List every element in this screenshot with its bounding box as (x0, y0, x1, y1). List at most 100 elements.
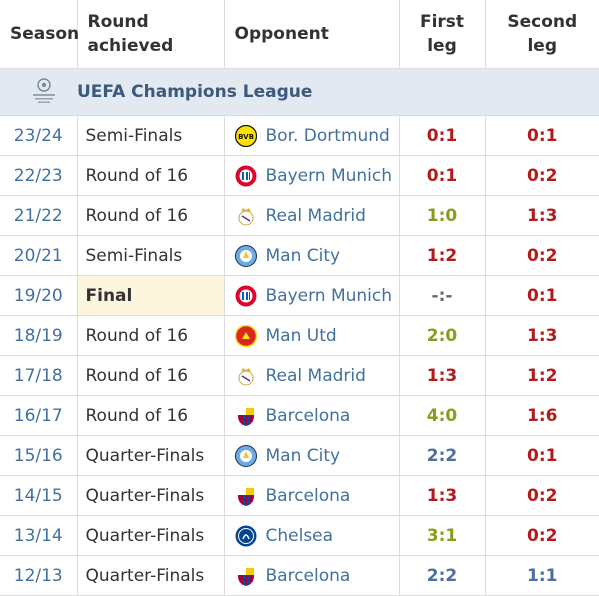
season-cell[interactable]: 13/14 (0, 515, 78, 556)
second-leg-score[interactable]: 0:1 (485, 275, 599, 316)
table-row: 18/19 Round of 16 Man Utd 2:0 1:3 (0, 315, 599, 356)
first-leg-header-line1: First (419, 12, 465, 32)
first-leg-score[interactable]: 2:2 (399, 555, 486, 596)
opponent-cell[interactable]: Chelsea (224, 515, 400, 556)
season-cell[interactable]: 15/16 (0, 435, 78, 476)
opponent-cell[interactable]: Barcelona (224, 475, 400, 516)
second-leg-score[interactable]: 0:2 (485, 475, 599, 516)
round-cell: Round of 16 (77, 315, 225, 356)
table-row: 12/13 Quarter-Finals Barcelona 2:2 1:1 (0, 555, 599, 596)
round-cell: Semi-Finals (77, 235, 225, 276)
opponent-link[interactable]: Bayern Munich (265, 165, 393, 186)
first-leg-score[interactable]: 2:0 (399, 315, 486, 356)
first-leg-score[interactable]: 0:1 (399, 155, 486, 196)
table-row: 14/15 Quarter-Finals Barcelona 1:3 0:2 (0, 475, 599, 516)
season-header-label: Season (10, 24, 80, 44)
opponent-cell[interactable]: BVB Bor. Dortmund (224, 115, 400, 156)
second-leg-score[interactable]: 0:2 (485, 155, 599, 196)
second-leg-score[interactable]: 0:2 (485, 515, 599, 556)
competition-row: UEFA Champions League (0, 68, 599, 116)
second-leg-score[interactable]: 1:3 (485, 195, 599, 236)
opponent-cell[interactable]: Barcelona (224, 555, 400, 596)
season-cell[interactable]: 12/13 (0, 555, 78, 596)
round-cell: Quarter-Finals (77, 435, 225, 476)
second-leg-score[interactable]: 0:1 (485, 115, 599, 156)
season-cell[interactable]: 17/18 (0, 355, 78, 396)
opponent-link[interactable]: Barcelona (265, 565, 351, 586)
table-row: 21/22 Round of 16 Real Madrid 1:0 1:3 (0, 195, 599, 236)
opponent-link[interactable]: Bayern Munich (265, 285, 393, 306)
man-city-crest-icon (234, 244, 257, 267)
dortmund-crest-icon: BVB (234, 124, 257, 147)
first-leg-score[interactable]: 1:2 (399, 235, 486, 276)
bayern-crest-icon (235, 285, 257, 307)
opponent-link[interactable]: Chelsea (265, 525, 334, 546)
season-cell[interactable]: 18/19 (0, 315, 78, 356)
opponent-link[interactable]: Real Madrid (265, 205, 366, 226)
opponent-link[interactable]: Bor. Dortmund (265, 125, 390, 146)
round-cell: Round of 16 (77, 195, 225, 236)
season-cell[interactable]: 21/22 (0, 195, 78, 236)
real-madrid-crest-icon (235, 205, 257, 227)
second-leg-score[interactable]: 1:2 (485, 355, 599, 396)
opponent-cell[interactable]: Bayern Munich (224, 155, 400, 196)
table-row: 19/20 Final Bayern Munich -:- 0:1 (0, 275, 599, 316)
table-row: 23/24 Semi-Finals BVB Bor. Dortmund 0:1 0:1 (0, 115, 599, 156)
second-leg-score[interactable]: 1:3 (485, 315, 599, 356)
first-leg-score[interactable]: 0:1 (399, 115, 486, 156)
season-cell[interactable]: 23/24 (0, 115, 78, 156)
second-leg-score[interactable]: 0:1 (485, 435, 599, 476)
first-leg-score[interactable]: -:- (399, 275, 486, 316)
round-cell: Quarter-Finals (77, 475, 225, 516)
opponent-link[interactable]: Barcelona (265, 405, 351, 426)
first-leg-score[interactable]: 4:0 (399, 395, 486, 436)
opponent-cell[interactable]: Barcelona (224, 395, 400, 436)
opponent-link[interactable]: Man City (265, 445, 341, 466)
competition-cell: UEFA Champions League (0, 68, 599, 116)
season-cell[interactable]: 14/15 (0, 475, 78, 516)
first-leg-header[interactable]: First leg (399, 0, 486, 69)
second-leg-score[interactable]: 1:6 (485, 395, 599, 436)
season-cell[interactable]: 19/20 (0, 275, 78, 316)
opponent-cell[interactable]: Real Madrid (224, 195, 400, 236)
opponent-cell[interactable]: Man City (224, 435, 400, 476)
opponent-cell[interactable]: Man Utd (224, 315, 400, 356)
opponent-header-label: Opponent (234, 24, 329, 44)
round-header-line2: achieved (87, 36, 174, 56)
round-header[interactable]: Round achieved (77, 0, 225, 69)
second-leg-score[interactable]: 0:2 (485, 235, 599, 276)
svg-text:BVB: BVB (238, 133, 254, 141)
barcelona-crest-icon (235, 405, 257, 427)
opponent-cell[interactable]: Bayern Munich (224, 275, 400, 316)
round-cell: Round of 16 (77, 355, 225, 396)
chelsea-crest-icon (235, 525, 257, 547)
first-leg-score[interactable]: 2:2 (399, 435, 486, 476)
opponent-link[interactable]: Barcelona (265, 485, 351, 506)
first-leg-score[interactable]: 1:0 (399, 195, 486, 236)
first-leg-score[interactable]: 1:3 (399, 355, 486, 396)
man-city-crest-icon (234, 444, 257, 467)
season-header[interactable]: Season (0, 0, 80, 69)
round-cell: Semi-Finals (77, 115, 225, 156)
first-leg-score[interactable]: 3:1 (399, 515, 486, 556)
opponent-header[interactable]: Opponent (224, 0, 400, 69)
opponent-link[interactable]: Man City (265, 245, 341, 266)
second-leg-header[interactable]: Second leg (485, 0, 599, 69)
season-cell[interactable]: 22/23 (0, 155, 78, 196)
barcelona-crest-icon (235, 565, 257, 587)
season-cell[interactable]: 20/21 (0, 235, 78, 276)
opponent-cell[interactable]: Real Madrid (224, 355, 400, 396)
second-leg-score[interactable]: 1:1 (485, 555, 599, 596)
round-cell: Quarter-Finals (77, 515, 225, 556)
opponent-link[interactable]: Man Utd (265, 325, 337, 346)
round-cell: Quarter-Finals (77, 555, 225, 596)
second-leg-header-line1: Second (507, 12, 578, 32)
first-leg-score[interactable]: 1:3 (399, 475, 486, 516)
competition-name-link[interactable]: UEFA Champions League (77, 82, 313, 102)
opponent-cell[interactable]: Man City (224, 235, 400, 276)
round-header-line1: Round (87, 12, 149, 32)
barcelona-crest-icon (235, 485, 257, 507)
season-cell[interactable]: 16/17 (0, 395, 78, 436)
real-madrid-crest-icon (235, 365, 257, 387)
opponent-link[interactable]: Real Madrid (265, 365, 366, 386)
